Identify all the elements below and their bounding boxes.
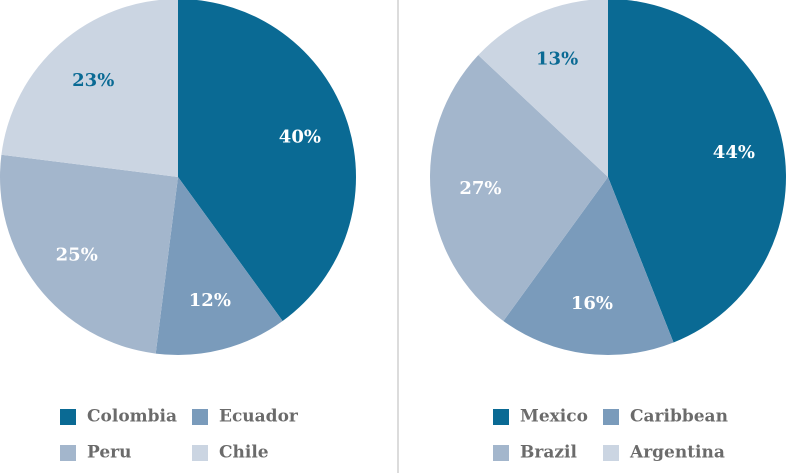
legend-item-colombia: Colombia	[60, 407, 177, 427]
pie-slice-argentina	[478, 0, 608, 177]
legend-left: Colombia Ecuador Peru Chile	[60, 407, 299, 463]
legend-item-brazil: Brazil	[493, 443, 577, 463]
slice-label-colombia: 40%	[279, 126, 321, 147]
legend-item-caribbean: Caribbean	[603, 407, 728, 427]
pie-slice-colombia	[178, 0, 356, 322]
legend-label-colombia: Colombia	[87, 407, 177, 427]
pie-slice-peru	[0, 154, 178, 354]
legend-item-argentina: Argentina	[603, 443, 725, 463]
pie-slice-caribbean	[503, 177, 674, 355]
legend-label-caribbean: Caribbean	[630, 407, 728, 427]
legend-right: Mexico Caribbean Brazil Argentina	[493, 407, 728, 463]
legend-swatch-chile	[192, 445, 208, 461]
legend-label-ecuador: Ecuador	[219, 407, 299, 427]
pie-slice-mexico	[608, 0, 786, 343]
pie-chart-right: 44% 16% 27% 13%	[430, 0, 786, 355]
slice-label-argentina: 13%	[536, 48, 578, 69]
legend-swatch-mexico	[493, 409, 509, 425]
legend-swatch-brazil	[493, 445, 509, 461]
legend-item-ecuador: Ecuador	[192, 407, 299, 427]
legend-swatch-caribbean	[603, 409, 619, 425]
legend-swatch-argentina	[603, 445, 619, 461]
legend-item-chile: Chile	[192, 443, 269, 463]
legend-label-peru: Peru	[87, 443, 131, 463]
legend-item-mexico: Mexico	[493, 407, 588, 427]
pie-slice-brazil	[430, 55, 608, 322]
legend-swatch-ecuador	[192, 409, 208, 425]
legend-item-peru: Peru	[60, 443, 131, 463]
slice-label-mexico: 44%	[713, 142, 755, 163]
legend-label-argentina: Argentina	[629, 443, 725, 463]
slice-label-chile: 23%	[72, 70, 114, 91]
legend-swatch-colombia	[60, 409, 76, 425]
slice-label-brazil: 27%	[459, 178, 501, 199]
slice-label-ecuador: 12%	[189, 290, 231, 311]
legend-label-brazil: Brazil	[520, 443, 577, 463]
pie-slice-ecuador	[155, 177, 283, 355]
legend-swatch-peru	[60, 445, 76, 461]
legend-label-mexico: Mexico	[520, 407, 588, 427]
slice-label-caribbean: 16%	[571, 293, 613, 314]
pie-slice-chile	[1, 0, 178, 177]
pie-chart-left: 40% 12% 25% 23%	[0, 0, 356, 355]
slice-label-peru: 25%	[56, 245, 98, 266]
legend-label-chile: Chile	[219, 443, 269, 463]
